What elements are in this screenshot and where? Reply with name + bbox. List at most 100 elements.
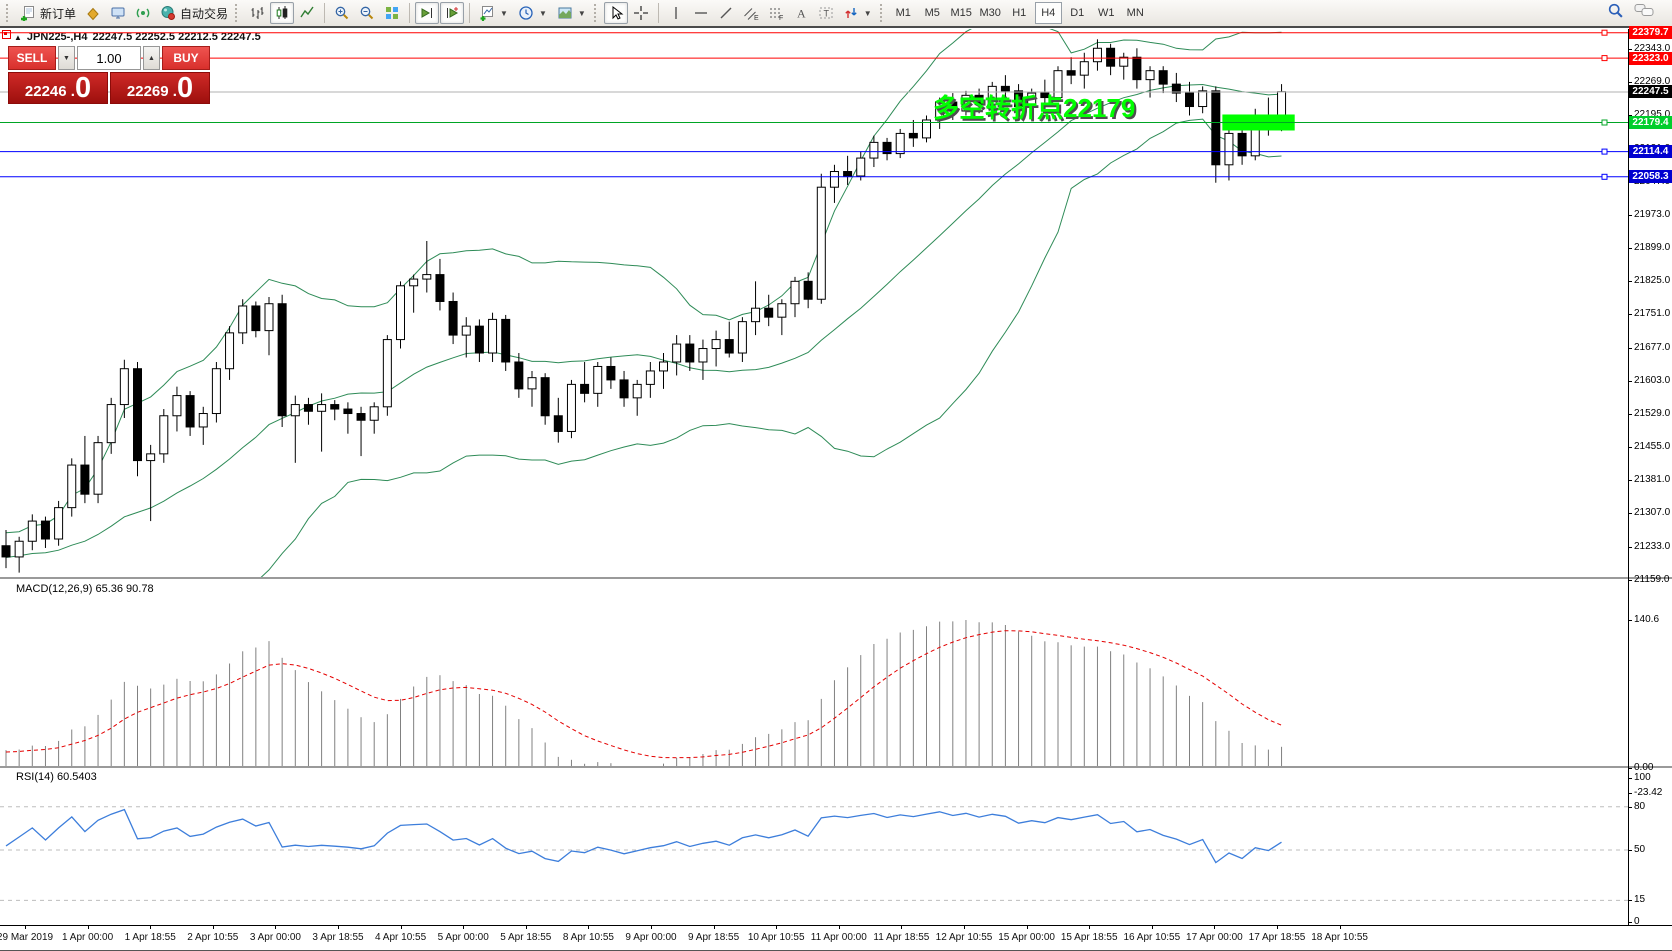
tf-button-W1[interactable]: W1 <box>1097 7 1115 19</box>
auto-scroll-button[interactable] <box>415 2 440 24</box>
bar-chart-button[interactable] <box>245 2 269 24</box>
time-axis-label: 11 Apr 18:55 <box>873 932 930 943</box>
axis-tick-label: 21381.0 <box>1634 474 1671 485</box>
arrows-button[interactable]: ▼ <box>839 2 877 24</box>
tf-button-M15[interactable]: M15 <box>950 7 972 19</box>
pane-separator[interactable] <box>0 577 1672 579</box>
sell-price-display[interactable]: 22246 .0 <box>8 72 108 104</box>
tf-button-M30[interactable]: M30 <box>979 7 1001 19</box>
buy-price-display[interactable]: 22269 .0 <box>110 72 210 104</box>
annotation-text[interactable]: 多空转折点22179 <box>933 93 1136 124</box>
svg-text:F: F <box>779 15 783 21</box>
signal-button[interactable] <box>131 2 155 24</box>
svg-text:A: A <box>797 7 806 21</box>
trend-line-button[interactable] <box>714 2 738 24</box>
axis-tick <box>1628 768 1632 769</box>
buy-button[interactable]: BUY <box>162 46 210 70</box>
time-axis-label: 12 Apr 10:55 <box>935 932 993 943</box>
vertical-line-button[interactable] <box>664 2 688 24</box>
time-axis[interactable]: 29 Mar 2019 1 Apr 00:00 1 Apr 18:55 2 Apr 1… <box>0 925 1672 950</box>
zoom-in-button[interactable] <box>330 2 354 24</box>
buy-price-pip: 0 <box>176 72 194 104</box>
time-tick <box>463 926 465 929</box>
templates-button[interactable]: ▼ <box>553 2 591 24</box>
chevron-down-icon[interactable]: ▼ <box>500 8 508 18</box>
zoom-out-button[interactable] <box>355 2 379 24</box>
price-line-label: 22114.4 <box>1629 145 1672 158</box>
line-chart-icon <box>299 5 315 21</box>
indicators-button[interactable]: ▼ <box>475 2 513 24</box>
chevron-down-icon[interactable]: ▼ <box>538 8 547 18</box>
chevron-down-icon[interactable]: ▼ <box>577 8 586 18</box>
axis-tick-label: 21899.0 <box>1634 242 1671 253</box>
tf-button-D1[interactable]: D1 <box>1070 7 1085 19</box>
pane-separator[interactable] <box>0 766 1672 768</box>
chart-shift-button[interactable] <box>440 2 465 24</box>
price-line-label: 22058.3 <box>1629 170 1672 183</box>
tf-button-M5[interactable]: M5 <box>924 7 940 19</box>
axis-tick-label: 21603.0 <box>1634 375 1671 386</box>
time-axis-label: 17 Apr 00:00 <box>1186 932 1243 943</box>
auto-trading-label: 自动交易 <box>180 6 229 21</box>
macd-pane[interactable] <box>0 580 1672 766</box>
text-button[interactable]: A <box>789 2 813 24</box>
axis-tick <box>1628 807 1632 808</box>
tile-windows-button[interactable] <box>380 2 404 24</box>
new-order-button[interactable]: 新订单 <box>16 2 80 24</box>
chat-icon[interactable] <box>1634 2 1654 24</box>
axis-tick <box>1628 82 1632 83</box>
fibonacci-icon: F <box>768 5 784 21</box>
ohlc-values: 22247.5 22252.5 22212.5 22247.5 <box>92 31 261 43</box>
bar-chart-icon <box>249 5 265 21</box>
volume-down-button[interactable]: ▼ <box>58 46 75 70</box>
terminal-button[interactable] <box>106 2 130 24</box>
toolbar-grip <box>6 4 11 22</box>
time-axis-label: 29 Mar 2019 <box>0 932 54 943</box>
time-axis-label: 10 Apr 10:55 <box>747 932 805 943</box>
line-chart-button[interactable] <box>295 2 319 24</box>
axis-tick <box>1628 115 1632 116</box>
svg-text:E: E <box>754 15 759 21</box>
tf-button-H1[interactable]: H1 <box>1012 7 1027 19</box>
chevron-down-icon[interactable]: ▼ <box>863 8 872 18</box>
axis-tick <box>1628 248 1632 249</box>
search-icon[interactable] <box>1607 2 1624 24</box>
volume-up-button[interactable]: ▲ <box>143 46 160 70</box>
cursor-icon <box>608 5 624 21</box>
chart-window-icon[interactable] <box>2 30 11 39</box>
equidistant-channel-button[interactable]: E <box>739 2 763 24</box>
horizontal-line-button[interactable] <box>689 2 713 24</box>
rsi-pane[interactable] <box>0 768 1672 924</box>
tf-button-H4[interactable]: H4 <box>1034 2 1062 24</box>
time-tick <box>25 926 26 929</box>
main-chart-pane[interactable] <box>0 29 1672 578</box>
time-axis-label: 5 Apr 18:55 <box>500 932 552 943</box>
time-axis-label: 8 Apr 10:55 <box>562 932 614 943</box>
toolbar: 新订单 自动交易 ▼ ▼ ▼ E F A T ▼ <box>0 0 1672 28</box>
trend-line-icon <box>718 5 734 21</box>
axis-tick <box>1628 922 1632 923</box>
chart-title: ▲ JPN225-,H4 22247.5 22252.5 22212.5 222… <box>14 31 261 43</box>
candlestick-chart-button[interactable] <box>270 2 295 24</box>
volume-input[interactable] <box>77 46 141 70</box>
time-axis-label: 18 Apr 10:55 <box>1311 932 1368 943</box>
timeframe-toolbar: M1 M5 M15 M30 H1 H4 D1 W1 MN <box>890 2 1149 24</box>
time-tick <box>901 926 903 929</box>
text-label-button[interactable]: T <box>814 2 838 24</box>
cursor-button[interactable] <box>603 2 628 24</box>
tf-button-MN[interactable]: MN <box>1126 7 1144 19</box>
sell-button[interactable]: SELL <box>8 46 56 70</box>
collapse-triangle-icon[interactable]: ▲ <box>14 32 22 42</box>
fibonacci-button[interactable]: F <box>764 2 788 24</box>
eraser-button[interactable] <box>81 2 105 24</box>
arrows-icon <box>843 5 859 21</box>
axis-tick-label: 21529.0 <box>1634 408 1671 419</box>
time-tick <box>400 926 402 929</box>
chart-window: ▲ JPN225-,H4 22247.5 22252.5 22212.5 222… <box>0 26 1672 950</box>
crosshair-button[interactable] <box>629 2 653 24</box>
periods-button[interactable]: ▼ <box>514 2 552 24</box>
price-line-label: 22247.5 <box>1629 85 1672 98</box>
auto-trading-button[interactable]: 自动交易 <box>156 2 232 24</box>
tf-button-M1[interactable]: M1 <box>895 7 911 19</box>
